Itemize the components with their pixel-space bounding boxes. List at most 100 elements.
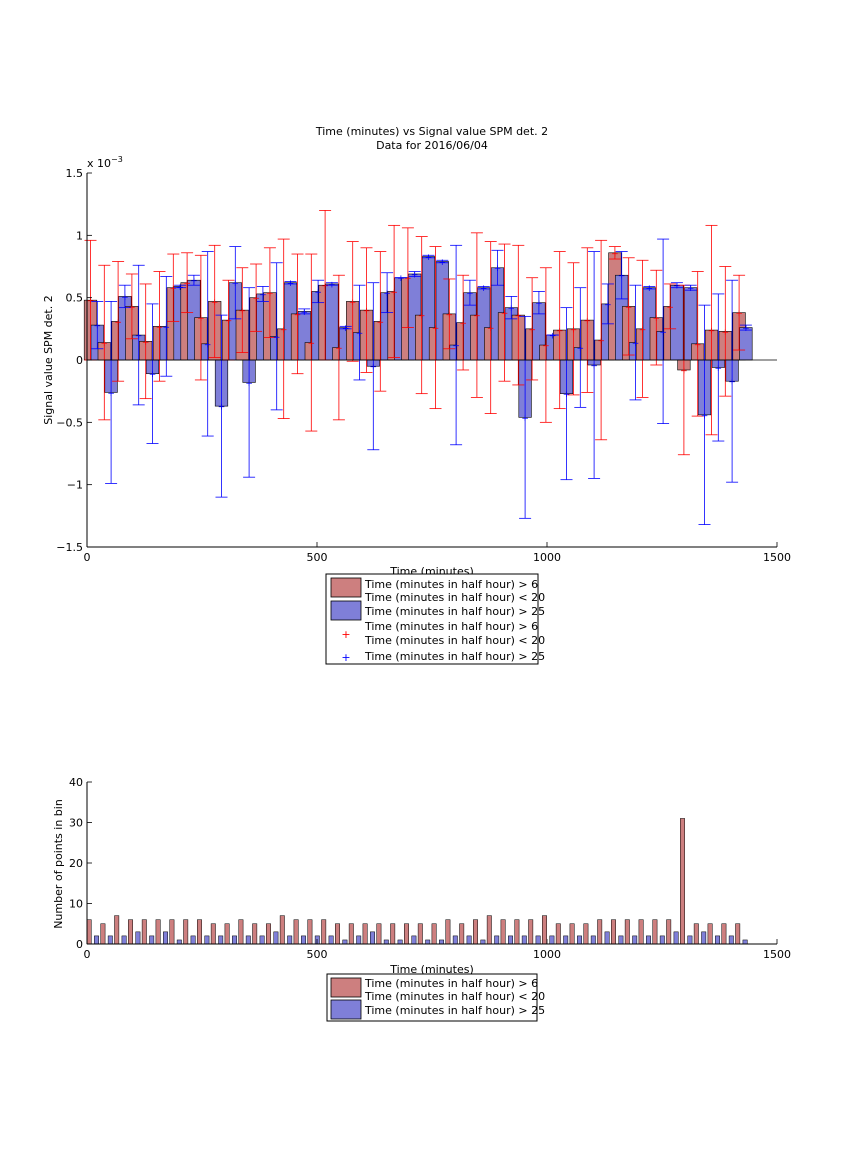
chart1-s1-mean-marker: + xyxy=(101,339,109,349)
chart2-bar-s1 xyxy=(224,923,230,945)
chart1-s2-mean-marker: + xyxy=(646,284,654,294)
chart2-bar-s2 xyxy=(673,931,679,945)
chart1-s2-mean-marker: + xyxy=(521,414,529,424)
chart2-bar-s2 xyxy=(397,939,403,945)
chart2-plot-area: 0 10 20 30 40 0 500 1000 1500 xyxy=(69,776,791,961)
chart2-bar-s1 xyxy=(693,923,699,945)
chart2-legend: Time (minutes in half hour) > 6 Time (mi… xyxy=(326,973,545,1022)
chart1-s2-mean-marker: + xyxy=(328,280,336,290)
chart2-bar-s1 xyxy=(597,919,603,945)
chart2-bar-s1 xyxy=(721,923,727,945)
chart1-s2-mean-marker: + xyxy=(687,284,695,294)
chart1-legend-item-6: Time (minutes in half hour) > 25 xyxy=(364,650,545,663)
chart1-legend-swatch-1 xyxy=(330,577,362,598)
chart1-s1-mean-marker: + xyxy=(694,340,702,350)
chart1-s2-mean-marker: + xyxy=(314,288,322,298)
chart2-bar-s1 xyxy=(183,919,189,945)
chart1-s1-mean-marker: + xyxy=(418,312,426,322)
chart1-s1-mean-marker: + xyxy=(653,314,661,324)
chart2-bar-s1 xyxy=(100,923,106,945)
chart2-bar-s2 xyxy=(232,935,237,945)
chart1-s2-mean-marker: + xyxy=(535,299,543,309)
chart1-s1-mean-marker: + xyxy=(432,324,440,334)
chart2-bar-s1 xyxy=(197,919,202,945)
chart2-bar-s1 xyxy=(583,923,589,945)
chart2-bar-s1 xyxy=(348,923,354,945)
chart1-s1-mean-marker: + xyxy=(225,317,233,327)
chart1-s2-mean-marker: + xyxy=(287,279,295,289)
chart2-bar-s2 xyxy=(618,935,624,945)
chart2-legend-item-3: Time (minutes in half hour) > 25 xyxy=(364,1004,545,1017)
chart1-s2-mean-marker: + xyxy=(452,342,460,352)
chart2-bar-s1 xyxy=(266,923,271,945)
chart1-ytick-label: 0 xyxy=(76,354,83,367)
chart1-xtick-label: 500 xyxy=(307,551,328,564)
chart1-s2-mean-marker: + xyxy=(563,390,571,400)
chart2-bar-s1 xyxy=(390,923,396,945)
chart1-s2-mean-marker: + xyxy=(466,289,474,299)
chart2-bar-s1 xyxy=(528,919,534,945)
chart1-ytick-label: −1.5 xyxy=(56,541,83,554)
chart2-xtick-label: 0 xyxy=(84,948,91,961)
chart1-legend-item-2: Time (minutes in half hour) < 20 xyxy=(364,591,545,604)
chart2-bar-s2 xyxy=(342,939,348,945)
chart1-ytick-label: 0.5 xyxy=(66,292,84,305)
chart2-xtick-label: 1500 xyxy=(763,948,791,961)
chart1-s1-mean-marker: + xyxy=(735,309,743,319)
chart2-bar-s2 xyxy=(383,939,389,945)
chart1-exponent-power: −3 xyxy=(111,155,123,164)
chart2-xlabel: Time (minutes) xyxy=(389,963,474,976)
chart1-s2-mean-marker: + xyxy=(259,290,267,300)
chart2-bar-s1 xyxy=(210,923,216,945)
chart2-xtick-label: 1000 xyxy=(533,948,561,961)
chart2-ylabel: Number of points in bin xyxy=(52,799,65,929)
chart2-bar-s1 xyxy=(624,919,630,945)
chart2-bar-s1 xyxy=(128,919,133,945)
chart1-s1-mean-marker: + xyxy=(390,288,398,298)
chart1-s2-mean-marker: + xyxy=(342,324,350,334)
chart2-ytick-label: 30 xyxy=(69,817,83,830)
chart1-s1-mean-marker: + xyxy=(666,303,674,313)
chart1-s1-mean-marker: + xyxy=(680,366,688,376)
chart1-s2-mean-marker: + xyxy=(728,378,736,388)
chart2-bar-s2 xyxy=(632,935,638,945)
chart2-bar-s2 xyxy=(508,935,513,945)
chart1-exponent-base: x 10 xyxy=(87,157,111,170)
chart1-s1-mean-marker: + xyxy=(584,317,592,327)
chart2-bar-s1 xyxy=(307,919,313,945)
chart1-s1-mean-marker: + xyxy=(114,318,122,328)
chart1-s1-mean-marker: + xyxy=(473,312,481,322)
chart2-bar-s1 xyxy=(459,923,465,945)
chart2-bar-s2 xyxy=(439,939,444,945)
chart1-s1-mean-marker: + xyxy=(170,284,178,294)
chart2-ytick-label: 40 xyxy=(69,776,83,789)
chart2-bar-s2 xyxy=(328,935,334,945)
chart2-bar-s1 xyxy=(293,919,299,945)
chart2-bar-s2 xyxy=(135,931,141,945)
chart1-s2-mean-marker: + xyxy=(411,270,419,280)
chart2-bar-s2 xyxy=(480,939,486,945)
chart1-legend-item-3: Time (minutes in half hour) > 25 xyxy=(364,605,545,618)
chart1-xtick-label: 1000 xyxy=(533,551,561,564)
chart2-bar-s2 xyxy=(742,939,748,945)
chart1-plot-area: +++++++ ++++++ ++++++++++++++++++ ++++ +++++… xyxy=(56,167,791,564)
chart2-bar-s2 xyxy=(356,935,362,945)
chart1-s1-mean-marker: + xyxy=(142,338,150,348)
chart2-bar-s2 xyxy=(659,935,665,945)
chart1-s2-mean-marker: + xyxy=(659,328,667,338)
chart2-bar-s2 xyxy=(728,935,734,945)
chart2-ytick-label: 20 xyxy=(69,857,83,870)
chart1-ytick-label: 1.5 xyxy=(66,167,84,180)
chart2-bar-s1 xyxy=(473,919,478,945)
chart2-bar-s2 xyxy=(259,935,265,945)
chart2-bar-s1 xyxy=(114,915,120,945)
chart1-s2-mean-marker: + xyxy=(107,389,115,399)
chart2-legend-item-1: Time (minutes in half hour) > 6 xyxy=(364,977,538,990)
chart2-bar-s2 xyxy=(218,935,224,945)
chart2-ytick-label: 10 xyxy=(69,898,83,911)
chart2-bar-s1 xyxy=(155,919,161,945)
chart2-legend-box xyxy=(326,973,538,1022)
chart2-bar-s1 xyxy=(141,919,147,945)
chart1-s1-mean-marker: + xyxy=(252,294,260,304)
